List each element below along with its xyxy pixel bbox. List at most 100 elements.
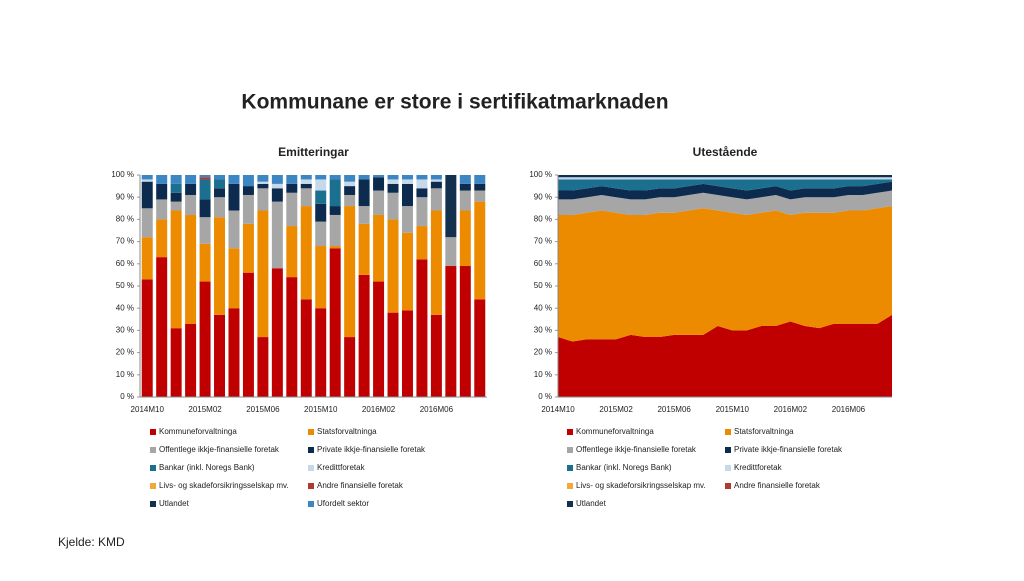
bar-segment <box>286 277 298 397</box>
bar-segment <box>141 179 153 182</box>
x-tick-label: 2016M02 <box>774 405 808 414</box>
bar-segment <box>170 201 182 211</box>
bar-segment <box>344 194 356 207</box>
bar-segment <box>170 192 182 202</box>
bar-segment <box>401 206 413 233</box>
bar-segment <box>170 183 182 193</box>
bar-segment <box>257 210 269 338</box>
bar-segment <box>344 206 356 338</box>
bar-segment <box>300 299 312 397</box>
x-tick-label: 2016M02 <box>362 405 396 414</box>
bar-segment <box>474 201 486 300</box>
legend-swatch <box>567 447 573 453</box>
y-tick-label: 90 % <box>116 192 134 201</box>
bar-segment <box>156 175 168 184</box>
bar-segment <box>416 175 428 180</box>
legend-swatch <box>567 429 573 435</box>
bar-segment <box>373 281 385 397</box>
area <box>558 177 892 180</box>
legend-swatch <box>308 501 314 507</box>
bar-segment <box>373 214 385 282</box>
bar-segment <box>315 308 327 397</box>
bar-segment <box>271 188 283 202</box>
chart-title: Utestående <box>693 145 758 159</box>
bar-segment <box>141 279 153 397</box>
x-tick-label: 2015M02 <box>599 405 633 414</box>
bar-segment <box>358 223 370 275</box>
bar-segment <box>199 177 211 180</box>
legend-label: Private ikkje-finansielle foretak <box>734 445 843 454</box>
y-tick-label: 30 % <box>534 326 552 335</box>
legend-label: Kredittforetak <box>317 463 366 472</box>
bar-segment <box>474 175 486 184</box>
y-tick-label: 0 % <box>538 392 552 401</box>
bar-segment <box>459 175 471 184</box>
legend-swatch <box>150 447 156 453</box>
y-tick-label: 40 % <box>534 303 552 312</box>
x-tick-label: 2015M06 <box>657 405 691 414</box>
y-tick-label: 80 % <box>534 215 552 224</box>
bar-segment <box>315 203 327 222</box>
bar-segment <box>387 312 399 397</box>
bar-segment <box>141 181 153 209</box>
bar-segment <box>214 197 226 218</box>
bar-segment <box>156 183 168 200</box>
bar-segment <box>170 328 182 397</box>
legend-label: Kredittforetak <box>734 463 783 472</box>
bar-segment <box>315 190 327 204</box>
x-tick-label: 2015M06 <box>246 405 280 414</box>
bar-segment <box>358 206 370 224</box>
bar-segment <box>199 175 211 178</box>
bar-segment <box>445 237 457 267</box>
bar-segment <box>416 259 428 397</box>
legend-swatch <box>567 501 573 507</box>
bar-segment <box>141 175 153 180</box>
area <box>558 190 892 215</box>
bar-segment <box>199 243 211 282</box>
legend-swatch <box>567 483 573 489</box>
bar-segment <box>242 272 254 397</box>
bar-segment <box>170 175 182 184</box>
legend-swatch <box>725 465 731 471</box>
legend-label: Andre finansielle foretak <box>317 481 404 490</box>
bar-segment <box>257 181 269 184</box>
bar-segment <box>156 219 168 258</box>
legend-label: Offentlege ikkje-finansielle foretak <box>576 445 697 454</box>
bar-segment <box>430 188 442 211</box>
bar-segment <box>387 175 399 180</box>
bar-segment <box>156 257 168 397</box>
bar-segment <box>387 179 399 184</box>
y-tick-label: 10 % <box>116 370 134 379</box>
bar-segment <box>430 181 442 189</box>
y-tick-label: 80 % <box>116 215 134 224</box>
area <box>558 175 892 178</box>
bar-segment <box>401 232 413 311</box>
legend-swatch <box>150 483 156 489</box>
source: Kjelde: KMD <box>58 535 125 549</box>
bar-segment <box>185 194 197 215</box>
y-tick-label: 60 % <box>534 259 552 268</box>
legend-swatch <box>725 483 731 489</box>
bar-segment <box>242 223 254 273</box>
bar-segment <box>185 183 197 195</box>
bar-segment <box>430 175 442 180</box>
bar-segment <box>445 175 457 238</box>
bar-segment <box>344 337 356 397</box>
bar-segment <box>373 190 385 215</box>
bar-segment <box>286 226 298 278</box>
bar-segment <box>199 179 211 200</box>
area <box>558 314 892 397</box>
legend-label: Utlandet <box>576 499 607 508</box>
chart-title: Emitteringar <box>278 145 349 159</box>
bar-segment <box>300 206 312 300</box>
bar-segment <box>430 210 442 315</box>
x-tick-label: 2014M10 <box>541 405 575 414</box>
bar-segment <box>401 310 413 397</box>
bar-segment <box>214 179 226 189</box>
legend-label: Utlandet <box>159 499 190 508</box>
bar-segment <box>387 192 399 220</box>
bar-segment <box>474 299 486 397</box>
legend-label: Statsforvaltninga <box>317 427 377 436</box>
bar-segment <box>199 281 211 397</box>
bar-segment <box>401 179 413 184</box>
